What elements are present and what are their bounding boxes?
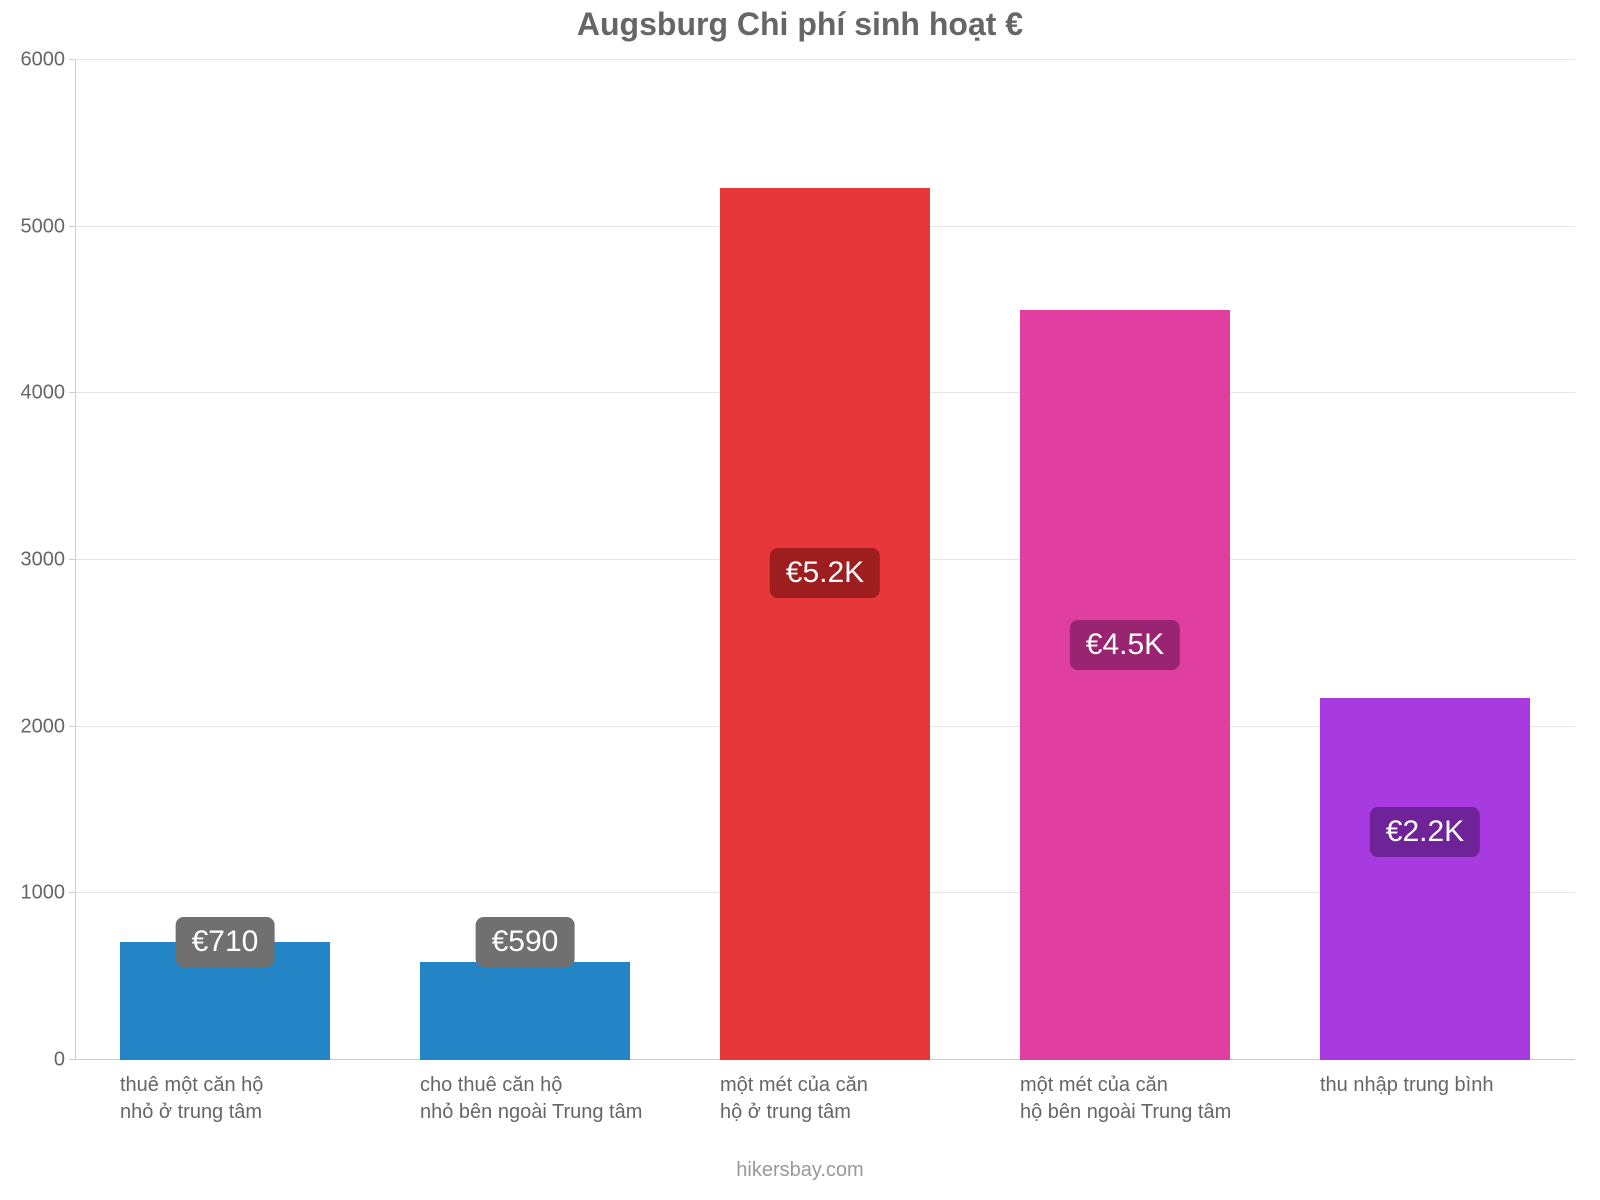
plot-area: 0100020003000400050006000 €710€590€5.2K€… [75, 60, 1575, 1060]
chart-container: Augsburg Chi phí sinh hoạt € 0 1000 2000 30… [0, 0, 1600, 1200]
chart-footer: hikersbay.com [0, 1159, 1600, 1182]
chart-title: Augsburg Chi phí sinh hoạt € [0, 6, 1600, 43]
x-axis-label: một mét của cănhộ bên ngoài Trung tâm [1020, 1072, 1290, 1126]
x-axis-label: thuê một căn hộnhỏ ở trung tâm [120, 1072, 390, 1126]
y-tick-label: 0 [54, 1049, 65, 1072]
x-axis-label: cho thuê căn hộnhỏ bên ngoài Trung tâm [420, 1072, 690, 1126]
y-tick-label: 5000 [21, 215, 66, 238]
bar [720, 188, 930, 1060]
value-badge: €5.2K [770, 548, 880, 598]
y-tick-label: 1000 [21, 882, 66, 905]
y-tick-label: 2000 [21, 715, 66, 738]
x-axis-label: một mét của cănhộ ở trung tâm [720, 1072, 990, 1126]
x-axis-label: thu nhập trung bình [1320, 1072, 1590, 1099]
bar [420, 962, 630, 1060]
value-badge: €2.2K [1370, 807, 1480, 857]
y-tick-label: 3000 [21, 549, 66, 572]
value-badge: €710 [176, 917, 275, 967]
y-tick-label: 6000 [21, 49, 66, 72]
bars-group: €710 €590 €5.2K €4.5K €2.2K [75, 60, 1575, 1060]
y-tick-label: 4000 [21, 382, 66, 405]
value-badge: €590 [476, 917, 575, 967]
bar [1020, 310, 1230, 1060]
bar [1320, 698, 1530, 1060]
value-badge: €4.5K [1070, 620, 1180, 670]
